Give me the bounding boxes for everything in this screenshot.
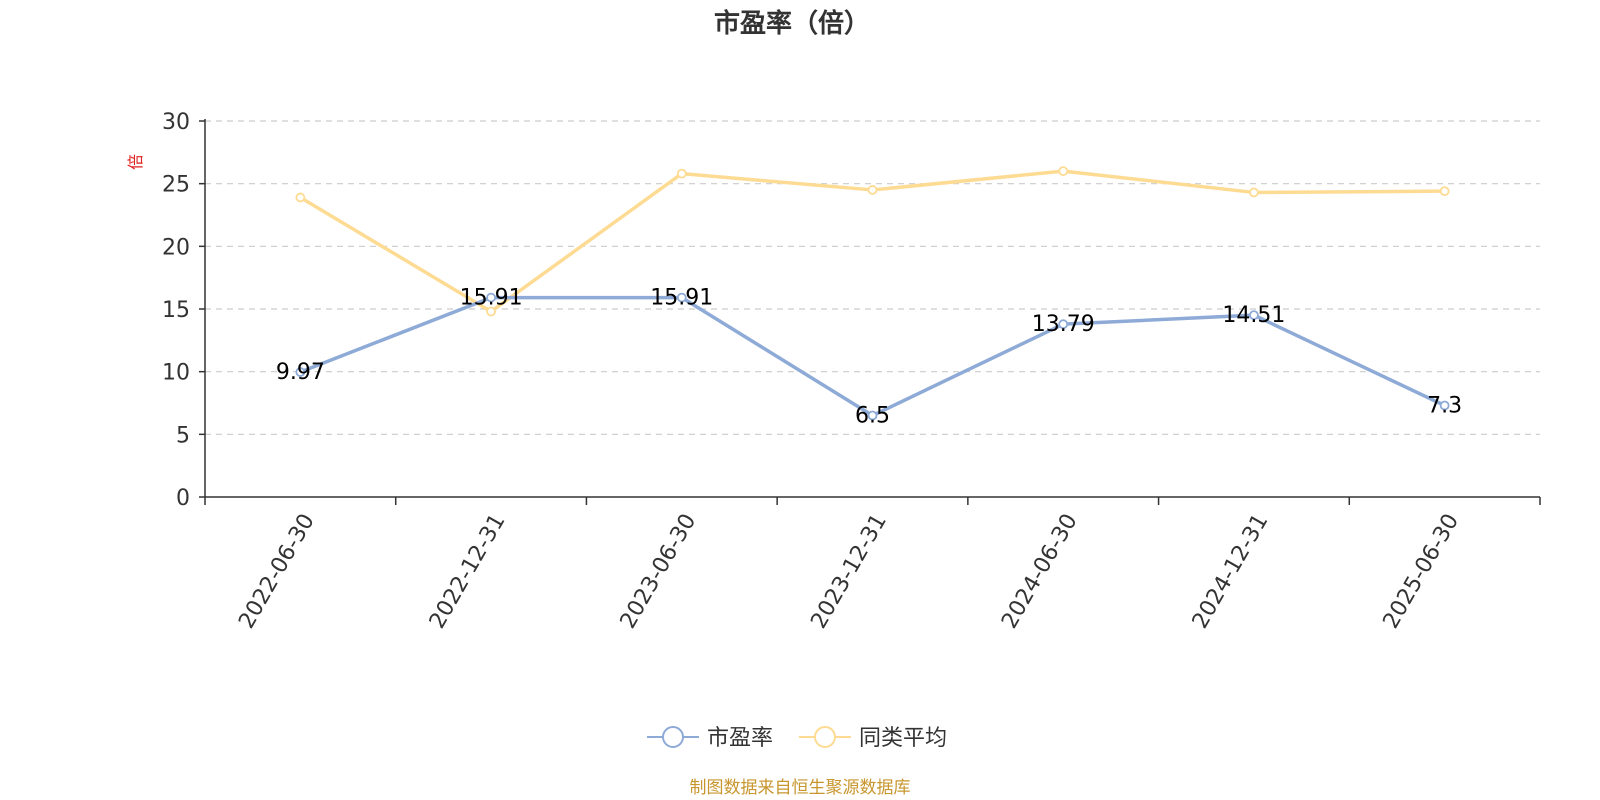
- data-point[interactable]: [1439, 400, 1450, 411]
- data-point[interactable]: [867, 185, 878, 195]
- data-point[interactable]: [1058, 166, 1069, 177]
- y-tick-label: 20: [162, 235, 190, 260]
- data-point[interactable]: [1249, 187, 1259, 198]
- data-label: 14.51: [1222, 303, 1285, 328]
- source-note: 制图数据来自恒生聚源数据库: [690, 778, 911, 798]
- data-point[interactable]: [676, 292, 687, 303]
- legend-item-0[interactable]: 市盈率: [647, 726, 773, 751]
- y-tick-label: 25: [162, 173, 190, 198]
- x-tick-label: 2023-12-31: [806, 510, 892, 633]
- series-lines: [295, 166, 1450, 421]
- legend-label: 市盈率: [707, 726, 773, 751]
- data-point[interactable]: [676, 168, 687, 179]
- x-tick-label: 2022-12-31: [425, 510, 511, 633]
- data-label: 13.79: [1032, 312, 1095, 337]
- y-axis-unit: 倍: [126, 154, 145, 170]
- legend-item-1[interactable]: 同类平均: [799, 726, 947, 751]
- data-label: 9.97: [276, 360, 325, 385]
- data-point[interactable]: [1439, 186, 1450, 197]
- data-point[interactable]: [1058, 319, 1069, 330]
- legend-label: 同类平均: [859, 726, 947, 751]
- legend-marker: [814, 726, 836, 748]
- data-label: 7.3: [1427, 394, 1462, 419]
- x-tick-label: 2022-06-30: [234, 510, 320, 633]
- data-point[interactable]: [1249, 310, 1259, 321]
- data-labels: 9.97 15.91 15.91 6.5 13.79 14.51 7.3: [276, 286, 1462, 429]
- y-tick-label: 30: [162, 110, 190, 135]
- x-tick-label: 2024-12-31: [1188, 510, 1274, 633]
- legend[interactable]: 市盈率 同类平均: [647, 726, 947, 751]
- legend-marker: [662, 726, 684, 748]
- data-label: 15.91: [650, 286, 713, 311]
- data-point[interactable]: [486, 292, 496, 303]
- data-label: 6.5: [855, 404, 890, 429]
- y-tick-label: 0: [176, 486, 190, 511]
- chart-title: 市盈率（倍）: [714, 8, 870, 39]
- data-point[interactable]: [867, 410, 878, 421]
- data-label: 15.91: [460, 286, 523, 311]
- y-tick-label: 10: [162, 361, 190, 386]
- y-tick-label: 15: [162, 298, 190, 323]
- x-tick-label: 2025-06-30: [1379, 510, 1465, 633]
- x-tick-label: 2023-06-30: [616, 510, 702, 633]
- data-point[interactable]: [295, 192, 306, 203]
- y-tick-label: 5: [176, 423, 190, 448]
- data-point[interactable]: [295, 367, 306, 377]
- x-tick-label: 2024-06-30: [997, 510, 1083, 633]
- data-point[interactable]: [486, 306, 496, 317]
- grid-lines: [205, 120, 1540, 435]
